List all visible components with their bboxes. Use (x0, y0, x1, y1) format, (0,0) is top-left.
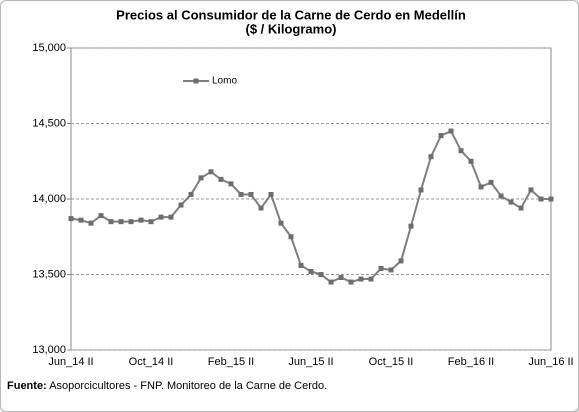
point-marker (208, 169, 214, 175)
point-marker (448, 128, 454, 134)
legend-marker (193, 78, 199, 84)
point-marker (288, 234, 294, 240)
source-label: Fuente: (7, 380, 47, 392)
point-marker (318, 272, 324, 277)
point-marker (418, 187, 424, 193)
point-marker (158, 214, 164, 220)
point-marker (218, 176, 224, 182)
point-marker (88, 220, 94, 226)
x-tick-label: Jun_14 II (48, 356, 93, 368)
point-marker (368, 276, 374, 282)
point-marker (338, 275, 344, 281)
point-marker (328, 279, 334, 285)
point-marker (298, 262, 304, 268)
chart-subtitle: ($ / Kilogramo) (245, 21, 336, 36)
point-marker (68, 216, 74, 222)
point-marker (168, 214, 174, 220)
point-marker (188, 191, 194, 197)
point-marker (528, 187, 534, 193)
legend-label: Lomo (212, 76, 237, 87)
point-marker (348, 279, 354, 285)
point-marker (268, 191, 274, 197)
x-tick-label: Oct_14 II (129, 356, 174, 368)
point-marker (118, 219, 124, 225)
point-marker (108, 219, 114, 225)
series-line (70, 129, 551, 284)
point-marker (258, 205, 264, 211)
point-marker (128, 219, 134, 225)
y-tick-label: 14,500 (32, 117, 66, 129)
chart-title: Precios al Consumidor de la Carne de Cer… (116, 7, 466, 22)
x-tick-label: Jun_15 II (288, 356, 333, 368)
y-tick-label: 13,500 (32, 268, 66, 280)
point-marker (408, 223, 414, 229)
point-marker (178, 202, 184, 208)
point-marker (428, 154, 434, 160)
point-marker (478, 184, 484, 190)
point-marker (238, 191, 244, 197)
point-marker (498, 193, 504, 199)
x-tick-label: Feb_16 II (448, 356, 494, 368)
point-marker (98, 213, 104, 219)
point-marker (248, 191, 254, 197)
point-marker (138, 217, 144, 223)
point-marker (148, 219, 154, 225)
point-marker (398, 258, 404, 264)
point-marker (388, 267, 394, 273)
point-marker (488, 179, 494, 185)
point-marker (438, 133, 444, 139)
y-tick-label: 14,000 (32, 193, 66, 205)
point-marker (198, 175, 204, 181)
point-marker (548, 196, 554, 202)
point-marker (308, 268, 314, 274)
x-tick-label: Feb_15 II (208, 356, 254, 368)
point-marker (228, 181, 234, 187)
y-tick-label: 15,000 (32, 42, 66, 54)
point-marker (538, 196, 544, 202)
point-marker (78, 217, 84, 223)
source-text: Asoporcicultores - FNP. Monitoreo de la … (49, 380, 327, 392)
point-marker (358, 276, 364, 282)
source: Fuente: Asoporcicultores - FNP. Monitore… (7, 380, 327, 392)
point-marker (278, 220, 284, 226)
point-marker (518, 205, 524, 211)
point-marker (508, 199, 514, 205)
x-tick-label: Oct_15 II (369, 356, 414, 368)
point-marker (378, 265, 384, 271)
y-tick-label: 13,000 (32, 344, 66, 356)
point-marker (468, 158, 474, 164)
x-tick-label: Jun_16 II (528, 356, 573, 368)
point-marker (458, 148, 464, 154)
